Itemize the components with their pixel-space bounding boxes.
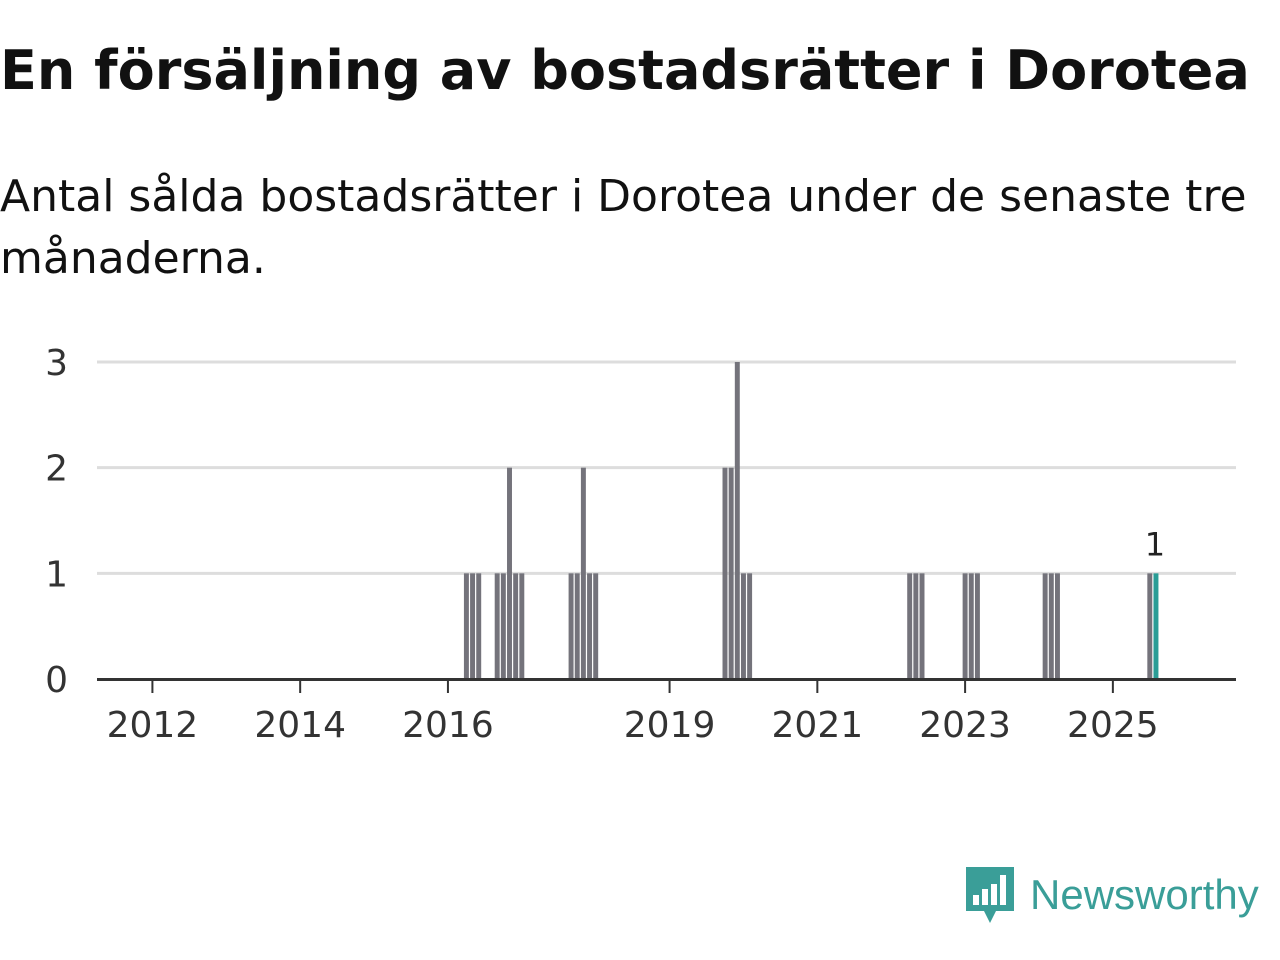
bar — [734, 362, 740, 679]
x-tick-label: 2016 — [402, 705, 494, 746]
highlighted-bar — [1153, 573, 1159, 679]
bar — [568, 573, 574, 679]
chart-title: En försäljning av bostadsrätter i Dorote… — [0, 39, 1250, 102]
bar — [476, 573, 482, 679]
y-tick-label: 2 — [45, 449, 68, 490]
bar — [1054, 573, 1060, 679]
x-tick-label: 2021 — [772, 705, 864, 746]
y-tick-label: 1 — [45, 554, 68, 595]
bar — [580, 467, 586, 679]
bar — [919, 573, 925, 679]
y-tick-label: 3 — [45, 343, 68, 384]
bar — [513, 573, 519, 679]
chart-subtitle: Antal sålda bostadsrätter i Dorotea unde… — [0, 171, 1247, 284]
x-tick-label: 2025 — [1067, 705, 1159, 746]
x-axis: 2012 2014 2016 2019 2021 2023 2025 — [107, 679, 1159, 746]
bar — [907, 573, 913, 679]
bar — [728, 467, 734, 679]
x-tick-label: 2014 — [254, 705, 346, 746]
bar — [519, 573, 525, 679]
bar — [740, 573, 746, 679]
x-tick-label: 2019 — [624, 705, 716, 746]
bar — [500, 573, 506, 679]
x-tick-label: 2012 — [107, 705, 199, 746]
bar — [913, 573, 919, 679]
data-label: 1 — [1145, 525, 1165, 563]
bar-chart: 0 1 2 3 1 2012 2014 2016 2019 2021 2023 2025 — [45, 343, 1236, 746]
bar — [722, 467, 728, 679]
brand-name: Newsworthy — [1030, 871, 1259, 918]
bar — [747, 573, 753, 679]
y-tick-label: 0 — [45, 660, 68, 701]
bar — [962, 573, 968, 679]
bar — [1048, 573, 1054, 679]
bars — [463, 362, 1159, 679]
bar — [968, 573, 974, 679]
gridlines — [97, 360, 1236, 575]
x-tick-label: 2023 — [919, 705, 1011, 746]
bar — [1147, 573, 1153, 679]
newsworthy-logo-icon — [966, 867, 1014, 923]
bar — [507, 467, 512, 679]
bar — [494, 573, 500, 679]
bar — [593, 573, 599, 679]
bar — [470, 573, 476, 679]
bar — [974, 573, 980, 679]
brand-logo: Newsworthy — [964, 862, 1259, 928]
y-axis: 0 1 2 3 — [45, 343, 68, 701]
bar — [574, 573, 580, 679]
bar — [587, 573, 593, 679]
data-labels: 1 — [1145, 525, 1165, 563]
bar — [463, 573, 469, 679]
bar — [1042, 573, 1048, 679]
